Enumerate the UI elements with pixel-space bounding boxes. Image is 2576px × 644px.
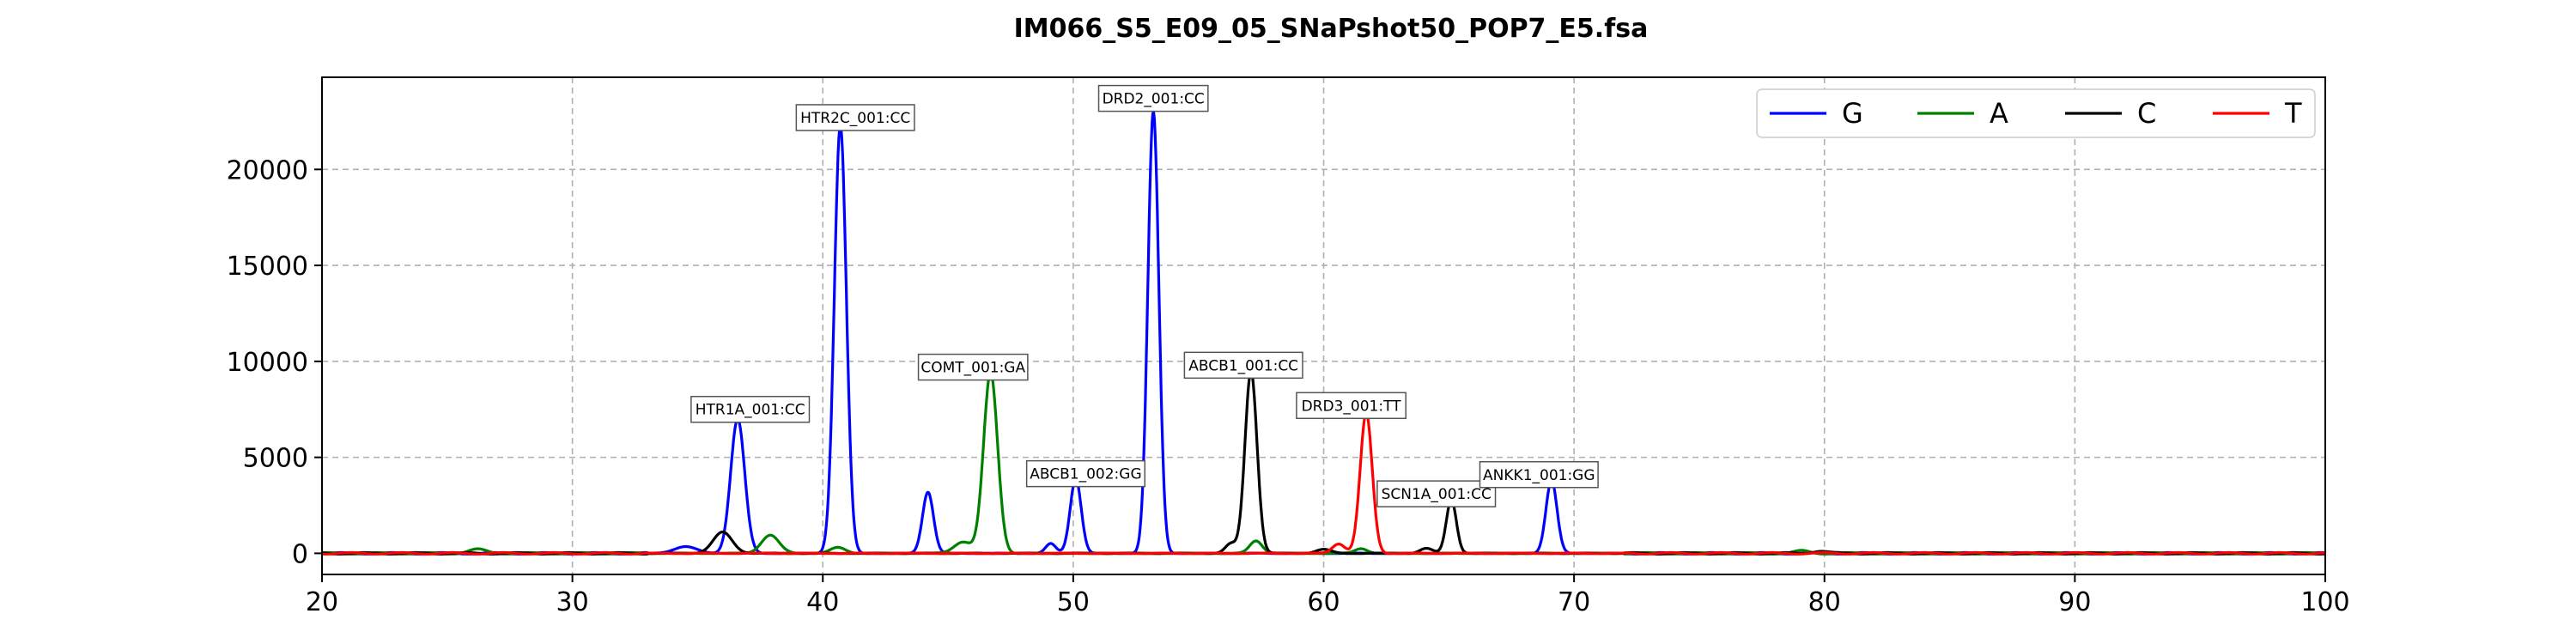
peak-label-box [917,353,1029,381]
series-line-t [321,411,2326,556]
axis-ticks: 20 30 40 50 60 70 80 90 100 0 5000 10000 15000 20000 [227,155,2350,617]
y-tick-label: 5000 [243,444,308,474]
peak-label-box [1376,480,1497,507]
chart-title: IM066_S5_E09_05_SNaPshot50_POP7_E5.fsa [1014,14,1649,44]
peak-label-box [1183,351,1303,380]
x-tick-label: 100 [2300,587,2349,617]
peak-annotations: HTR1A_001:CC HTR2C_001:CC COMT_001:GA ABCB1… [690,84,1599,507]
x-tick-label: 50 [1057,587,1090,617]
peak-label-box [1025,459,1146,488]
peak-label-box [690,395,811,423]
x-tick-label: 30 [556,587,589,617]
peak-label: ABCB1_001:CC [1183,351,1303,380]
peak-label-text: DRD3_001:TT [1302,398,1402,415]
x-tick-label: 80 [1808,587,1841,617]
peak-label: HTR1A_001:CC [690,395,811,423]
y-tick-label: 0 [292,539,308,569]
peak-label-box [1296,392,1406,420]
peak-label: ABCB1_002:GG [1025,459,1146,488]
x-tick-label: 20 [306,587,338,617]
peak-label: DRD3_001:TT [1296,392,1406,420]
peak-label-text: COMT_001:GA [920,360,1025,377]
y-tick-label: 20000 [227,155,308,185]
y-tick-label: 15000 [227,252,308,282]
legend-box [1756,88,2316,138]
x-tick-label: 70 [1558,587,1590,617]
peak-label-box [1097,84,1209,112]
peak-label-box [1479,461,1599,489]
peak-label-text: ABCB1_001:CC [1188,357,1298,374]
peak-label-text: DRD2_001:CC [1103,91,1205,108]
x-tick-label: 90 [2058,587,2091,617]
peak-label-text: SCN1A_001:CC [1382,486,1492,503]
x-tick-label: 60 [1307,587,1340,617]
peak-label: SCN1A_001:CC [1376,480,1497,507]
peak-label: ANKK1_001:GG [1479,461,1599,489]
legend-label-a: A [1990,97,2008,130]
y-tick-label: 10000 [227,348,308,378]
legend-label-t: T [2284,97,2302,130]
peak-label: DRD2_001:CC [1097,84,1209,112]
legend-label-c: C [2137,97,2156,130]
peak-label: HTR2C_001:CC [795,104,915,131]
peak-label-text: ABCB1_002:GG [1030,466,1141,483]
x-tick-label: 40 [806,587,839,617]
peak-label: COMT_001:GA [917,353,1029,381]
peak-label-text: HTR2C_001:CC [800,110,910,127]
peak-label-box [795,104,915,131]
peak-label-text: ANKK1_001:GG [1483,467,1595,484]
legend-label-g: G [1842,97,1863,130]
peak-label-text: HTR1A_001:CC [696,402,805,419]
series-lines [321,110,2326,556]
